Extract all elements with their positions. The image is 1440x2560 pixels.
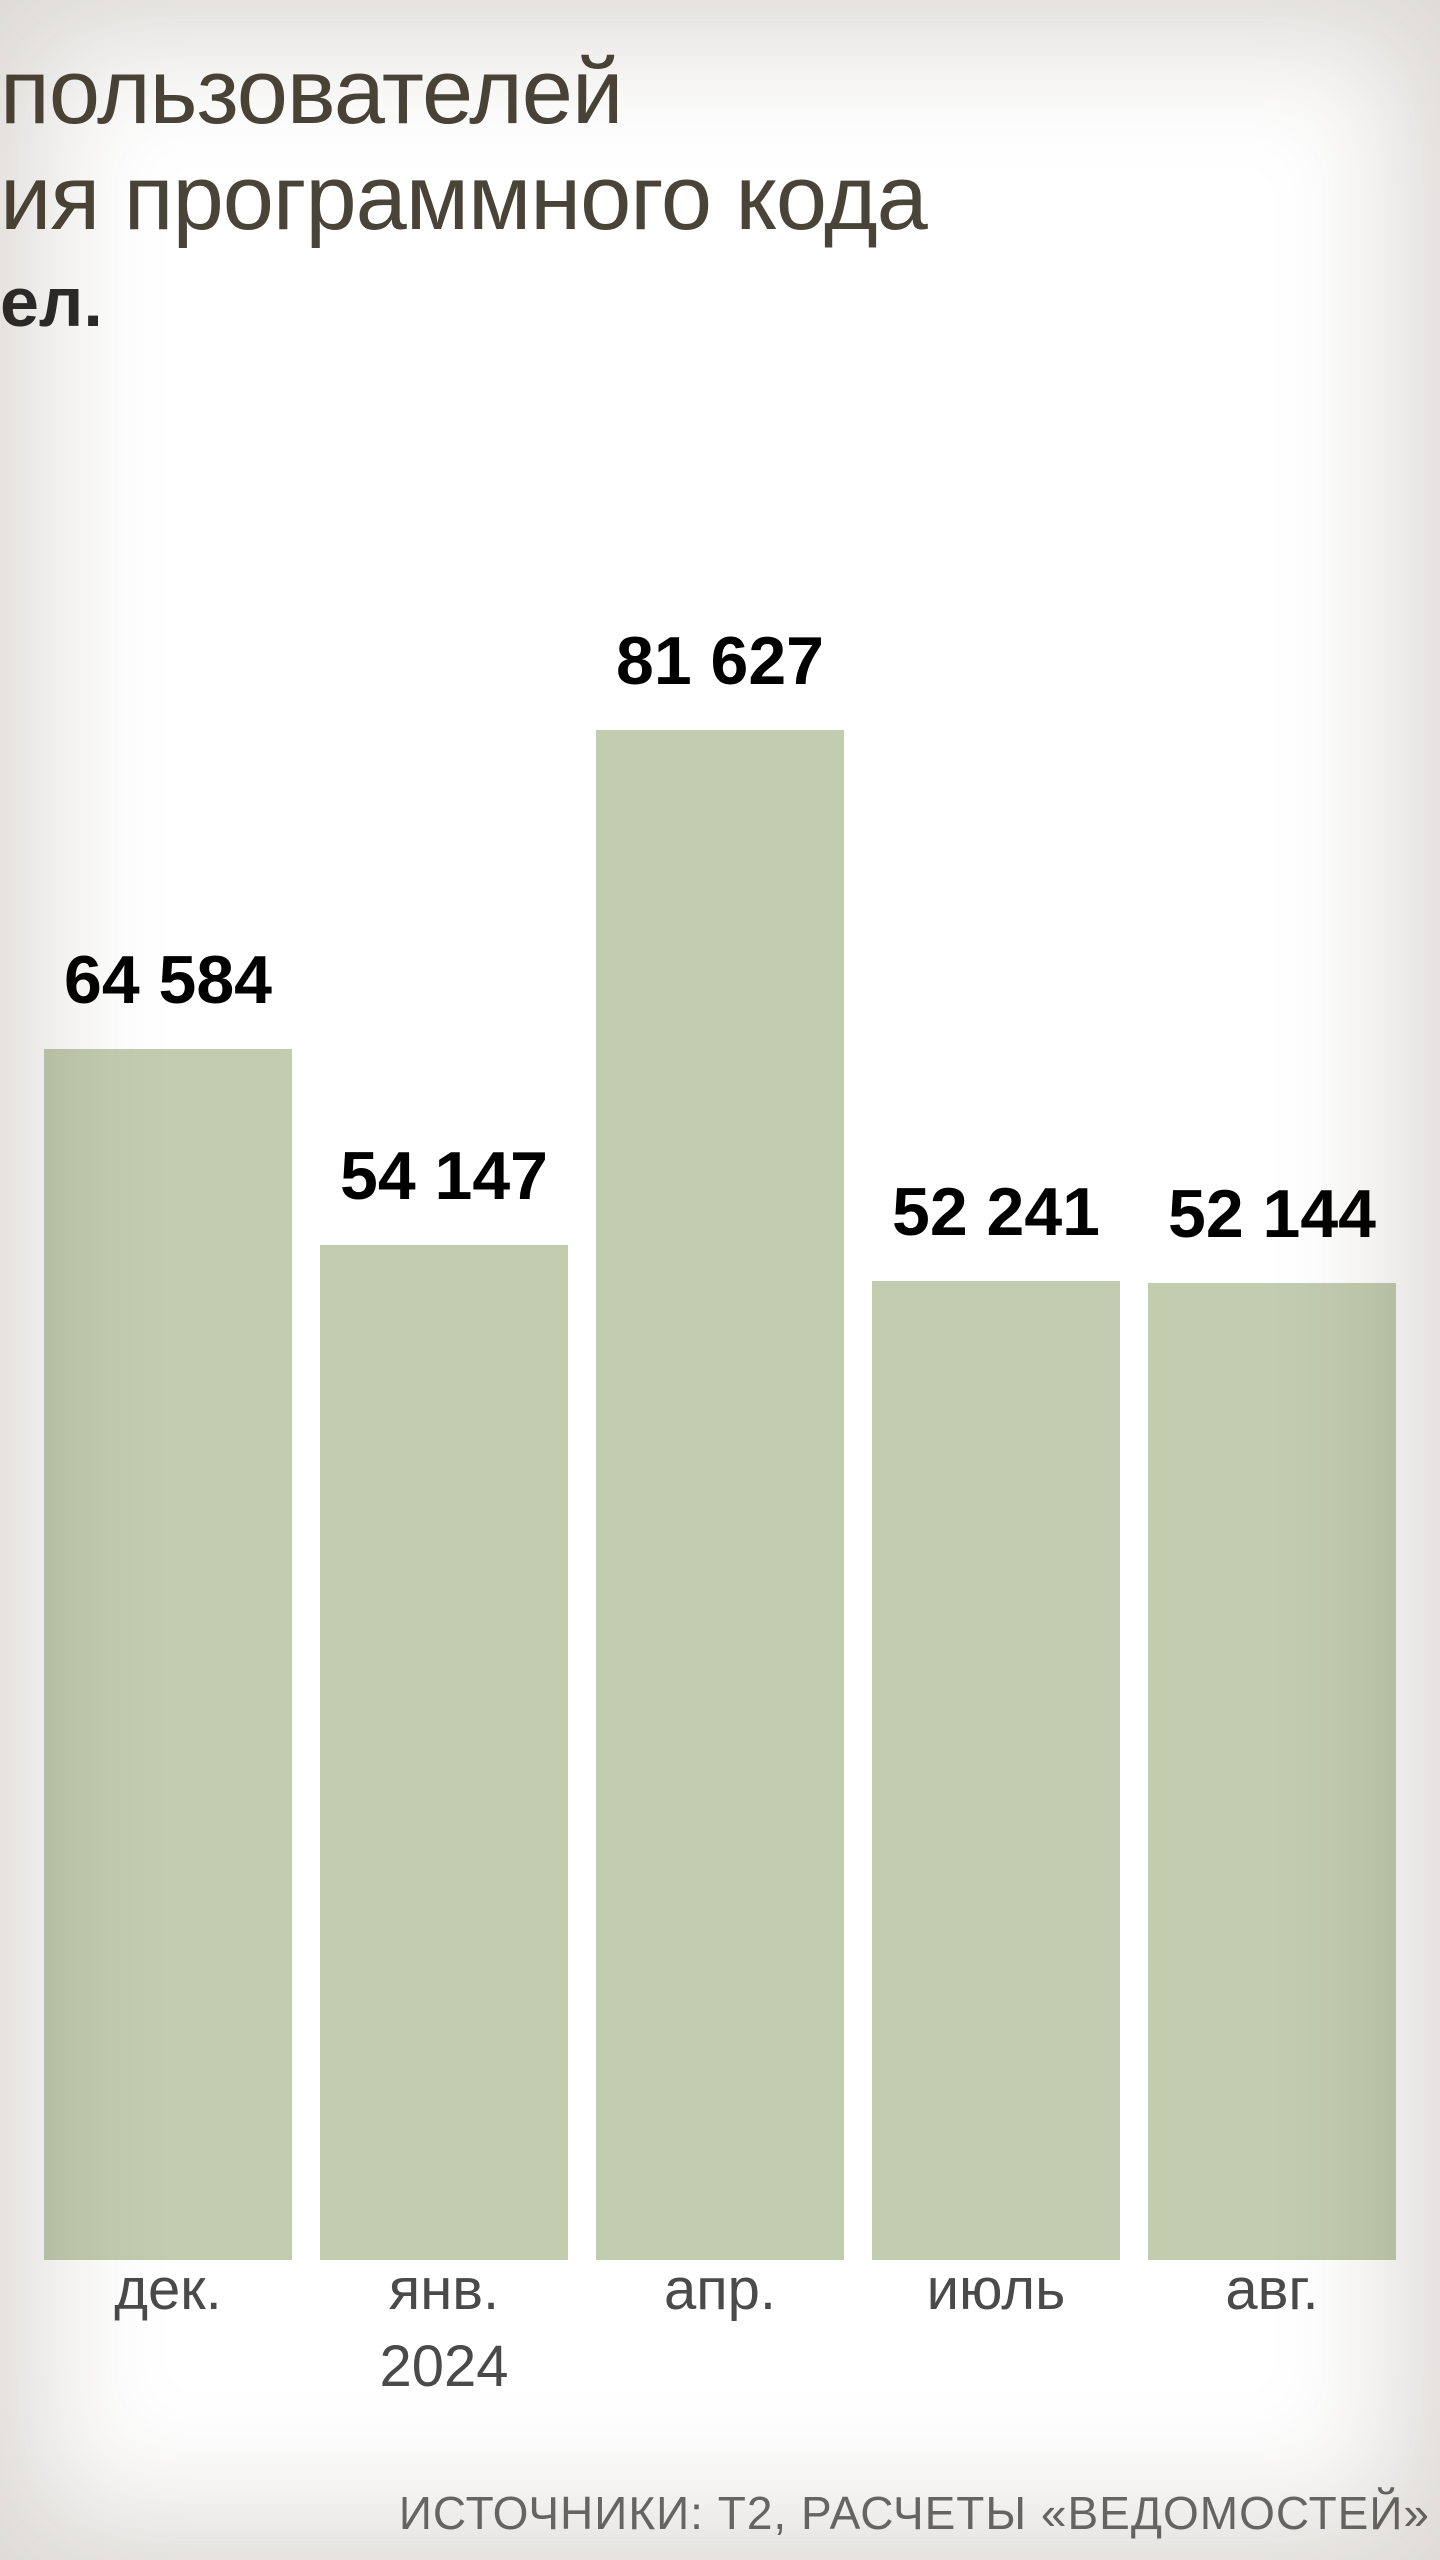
chart-area: 64 584 54 147 81 627 52 241 52 144 дек. янв. 2… — [0, 422, 1440, 2560]
x-label-item: июль — [872, 2256, 1120, 2400]
bar-item: 81 627 — [596, 622, 844, 2260]
bar-value-label: 81 627 — [616, 622, 824, 700]
subtitle-fragment: ел. — [0, 262, 1440, 342]
x-axis-labels: дек. янв. 2024 апр. июль авг. — [0, 2256, 1440, 2400]
bar-value-label: 54 147 — [340, 1137, 548, 1215]
chart-header: пользователей ия программного кода ел. — [0, 0, 1440, 362]
x-label: янв. — [389, 2256, 499, 2323]
bar-item: 52 241 — [872, 1173, 1120, 2260]
bar-value-label: 52 241 — [892, 1173, 1100, 1251]
bar — [1148, 1283, 1396, 2260]
bar-item: 64 584 — [44, 941, 292, 2260]
title-line-2: ия программного кода — [0, 146, 1440, 252]
bar — [44, 1049, 292, 2260]
x-label-item: дек. — [44, 2256, 292, 2400]
bar-value-label: 64 584 — [64, 941, 272, 1019]
chart-container: пользователей ия программного кода ел. 6… — [0, 0, 1440, 2560]
bar — [872, 1281, 1120, 2260]
bar-item: 52 144 — [1148, 1175, 1396, 2260]
x-label: июль — [927, 2256, 1066, 2323]
bar — [320, 1245, 568, 2260]
x-label: дек. — [114, 2256, 222, 2323]
bar-value-label: 52 144 — [1168, 1175, 1376, 1253]
x-label-item: авг. — [1148, 2256, 1396, 2400]
x-label: апр. — [664, 2256, 776, 2323]
source-line: ИСТОЧНИКИ: T2, РАСЧЕТЫ «ВЕДОМОСТЕЙ» — [399, 2486, 1430, 2540]
title-line-1: пользователей — [0, 40, 1440, 146]
x-label: авг. — [1225, 2256, 1318, 2323]
bars-row: 64 584 54 147 81 627 52 241 52 144 — [0, 560, 1440, 2260]
x-label-item: янв. 2024 — [320, 2256, 568, 2400]
x-sublabel: 2024 — [379, 2333, 508, 2400]
x-label-item: апр. — [596, 2256, 844, 2400]
bar — [596, 730, 844, 2260]
bar-item: 54 147 — [320, 1137, 568, 2260]
